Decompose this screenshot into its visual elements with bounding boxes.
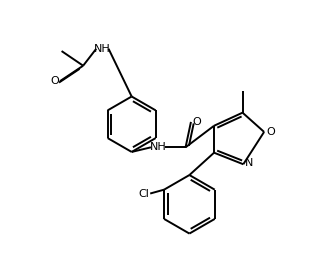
Text: NH: NH: [149, 142, 166, 152]
Text: O: O: [266, 127, 275, 137]
Text: NH: NH: [94, 44, 111, 54]
Text: O: O: [192, 117, 201, 127]
Text: Cl: Cl: [139, 188, 149, 198]
Text: O: O: [50, 76, 59, 86]
Text: N: N: [245, 158, 254, 168]
